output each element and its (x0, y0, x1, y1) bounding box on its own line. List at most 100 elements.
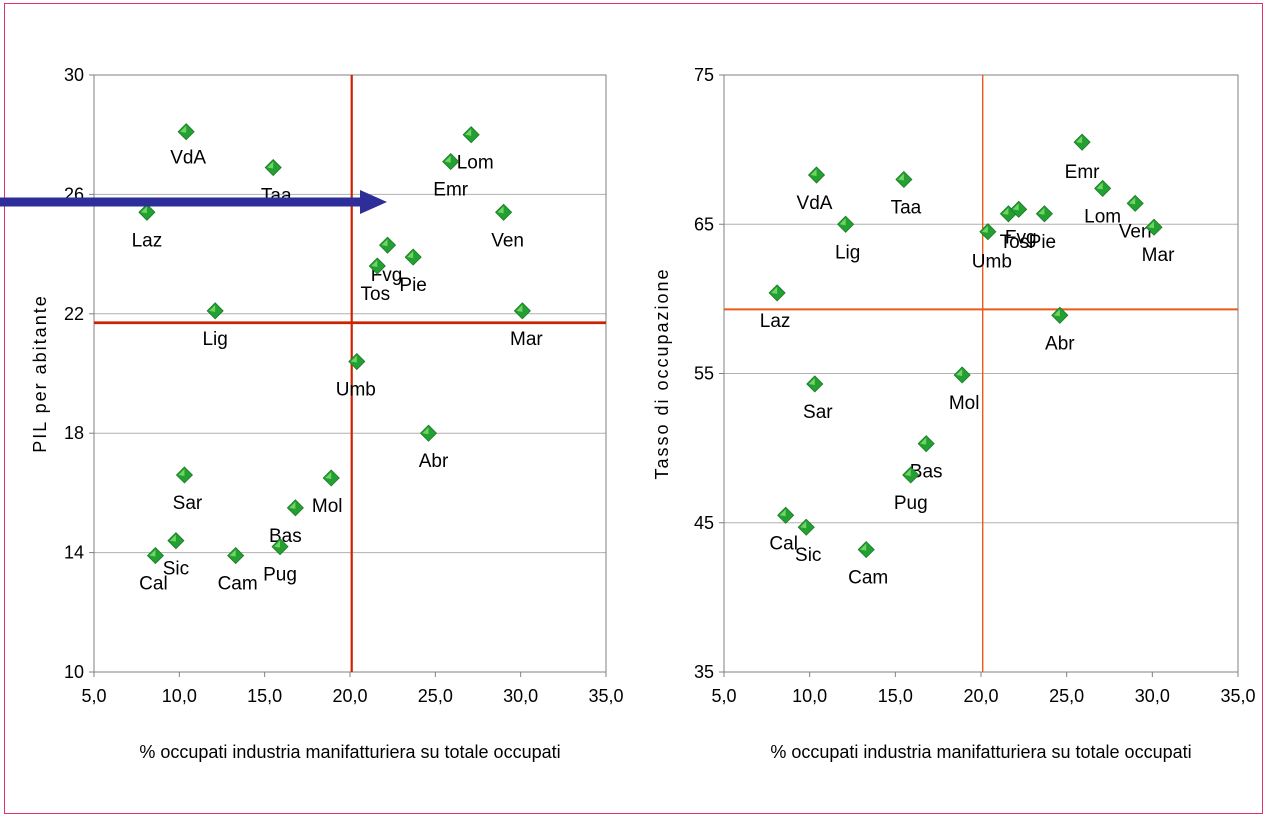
data-point-highlight (920, 437, 927, 445)
x-tick-label: 30,0 (1135, 686, 1170, 706)
data-point-emr (1073, 133, 1091, 151)
x-tick-label: 20,0 (332, 686, 367, 706)
data-label-sic: Sic (795, 545, 821, 566)
data-point-mol (322, 469, 340, 487)
data-point-highlight (860, 543, 867, 551)
x-axis-label: % occupati industria manifatturiera su t… (139, 742, 560, 762)
x-tick-label: 25,0 (1049, 686, 1084, 706)
data-point-tos (368, 257, 386, 275)
data-label-tos: Tos (1000, 232, 1030, 253)
data-label-ven: Ven (1119, 221, 1152, 242)
data-point-highlight (381, 239, 388, 247)
annotation-arrow-head (360, 190, 387, 214)
data-label-pie: Pie (1029, 232, 1056, 253)
data-point-highlight (371, 260, 378, 268)
data-point-highlight (229, 549, 236, 557)
y-tick-label: 22 (64, 304, 84, 324)
y-tick-label: 45 (694, 513, 714, 533)
slide-frame (4, 3, 1263, 814)
data-label-laz: Laz (760, 311, 791, 332)
data-label-ven: Ven (491, 230, 524, 251)
data-label-cal: Cal (769, 533, 798, 554)
data-point-highlight (325, 471, 332, 479)
data-point-highlight (779, 509, 786, 517)
data-point-laz (138, 203, 156, 221)
data-point-highlight (897, 173, 904, 181)
x-tick-label: 35,0 (1220, 686, 1255, 706)
chart-tasso-di-occupazione: 35 45 55 65 75 5,0 10,0 15,0 20,0 25,0 30,0 35,0 % o… (652, 65, 1256, 762)
data-label-bas: Bas (910, 462, 943, 483)
data-label-cal: Cal (139, 574, 168, 595)
data-label-lom: Lom (457, 153, 494, 174)
data-point-highlight (981, 225, 988, 233)
data-point-highlight (497, 206, 504, 214)
data-label-mar: Mar (1142, 245, 1175, 266)
x-tick-label: 30,0 (503, 686, 538, 706)
data-point-bas (286, 499, 304, 517)
y-axis-label: Tasso di occupazione (652, 267, 672, 479)
x-tick-label: 10,0 (162, 686, 197, 706)
data-point-highlight (407, 251, 414, 259)
data-label-umb: Umb (336, 380, 376, 401)
data-point-pie (404, 248, 422, 266)
data-point-highlight (1002, 207, 1009, 215)
x-tick-label: 15,0 (878, 686, 913, 706)
data-point-cam (857, 541, 875, 559)
x-axis-label: % occupati industria manifatturiera su t… (770, 742, 1191, 762)
y-tick-label: 10 (64, 662, 84, 682)
data-point-highlight (904, 468, 911, 476)
data-point-highlight (810, 168, 817, 176)
data-label-mol: Mol (949, 393, 980, 414)
data-label-lom: Lom (1084, 206, 1121, 227)
data-point-highlight (422, 427, 429, 435)
data-point-highlight (771, 286, 778, 294)
x-tick-label: 5,0 (711, 686, 736, 706)
data-point-highlight (180, 125, 187, 133)
data-label-lig: Lig (835, 242, 860, 263)
x-tick-label: 10,0 (792, 686, 827, 706)
data-point-highlight (350, 355, 357, 363)
data-point-fvg (378, 236, 397, 254)
y-tick-label: 55 (694, 364, 714, 384)
data-point-highlight (289, 501, 296, 509)
data-label-pug: Pug (263, 565, 297, 586)
data-label-vda: VdA (170, 148, 206, 169)
data-point-highlight (209, 304, 216, 312)
x-tick-label: 20,0 (963, 686, 998, 706)
data-point-highlight (1096, 182, 1103, 190)
data-point-highlight (274, 540, 281, 548)
data-point-highlight (1012, 203, 1019, 211)
data-label-mol: Mol (312, 496, 343, 517)
y-tick-label: 14 (64, 543, 84, 563)
data-label-sic: Sic (163, 559, 189, 580)
data-point-highlight (1038, 207, 1045, 215)
data-point-sar (806, 375, 824, 393)
data-label-pie: Pie (399, 275, 426, 296)
data-label-umb: Umb (972, 252, 1012, 273)
data-label-vda: VdA (797, 193, 833, 214)
data-point-highlight (140, 206, 147, 214)
data-label-lig: Lig (202, 329, 227, 350)
y-tick-label: 75 (694, 65, 714, 85)
data-point-highlight (839, 218, 846, 226)
data-point-highlight (1053, 309, 1060, 317)
data-label-emr: Emr (1065, 162, 1101, 183)
data-label-laz: Laz (132, 230, 163, 251)
data-point-highlight (800, 521, 807, 529)
data-point-mar (1145, 218, 1163, 236)
data-label-taa: Taa (891, 197, 922, 218)
data-label-abr: Abr (1045, 333, 1075, 354)
data-point-highlight (149, 549, 156, 557)
data-point-highlight (808, 377, 815, 385)
data-label-pug: Pug (894, 493, 928, 514)
data-point-abr (419, 424, 438, 442)
data-point-pug (271, 538, 289, 556)
data-point-highlight (169, 534, 176, 542)
data-label-cam: Cam (218, 574, 258, 595)
data-label-emr: Emr (433, 180, 469, 201)
x-tick-label: 25,0 (418, 686, 453, 706)
y-axis-label: PIL per abitante (30, 294, 50, 452)
x-tick-label: 35,0 (588, 686, 623, 706)
